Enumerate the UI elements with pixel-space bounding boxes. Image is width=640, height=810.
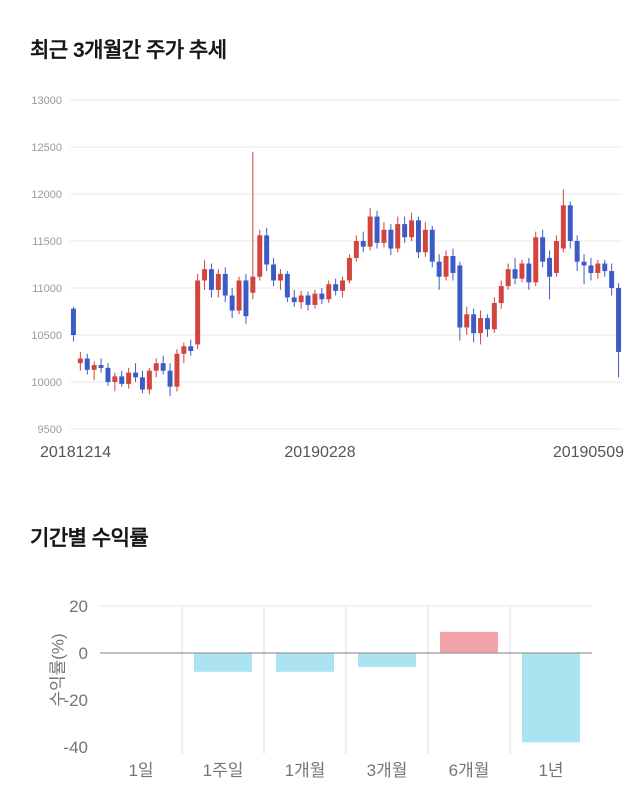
svg-text:0: 0 — [79, 644, 88, 663]
candlestick-plot: 13000 12500 12000 11500 11000 10500 10000 9500 — [31, 95, 622, 436]
svg-text:-40: -40 — [63, 738, 88, 757]
svg-text:6개월: 6개월 — [449, 761, 490, 780]
svg-text:11500: 11500 — [32, 236, 62, 248]
svg-text:1년: 1년 — [538, 761, 563, 780]
x-tick-end-date: 20190509 — [552, 444, 624, 461]
svg-text:9500: 9500 — [38, 424, 62, 436]
svg-text:12500: 12500 — [31, 142, 62, 154]
svg-text:20: 20 — [69, 597, 88, 616]
svg-text:13000: 13000 — [31, 95, 62, 107]
svg-text:11000: 11000 — [32, 283, 62, 295]
svg-text:12000: 12000 — [31, 189, 62, 201]
svg-text:10500: 10500 — [31, 330, 62, 342]
returns-bar-chart: 수익률(%) 20 0 -20 -40 1일 1주일 1개월 3개월 6개월 1년 — [0, 596, 640, 796]
x-tick-mid-date: 20190228 — [284, 444, 356, 461]
svg-text:1일: 1일 — [128, 761, 153, 780]
svg-text:-20: -20 — [63, 691, 88, 710]
svg-text:1개월: 1개월 — [285, 761, 326, 780]
svg-text:1주일: 1주일 — [203, 761, 244, 780]
candlestick-x-axis: 20181214 20190228 20190509 — [0, 444, 640, 466]
x-tick-start-date: 20181214 — [40, 444, 112, 461]
candlestick-chart: 13000 12500 12000 11500 11000 10500 10000 9500 … — [0, 88, 640, 468]
svg-text:10000: 10000 — [31, 377, 62, 389]
bar-y-axis-label: 수익률(%) — [48, 633, 68, 707]
svg-text:3개월: 3개월 — [367, 761, 408, 780]
price-trend-title: 최근 3개월간 주가 추세 — [30, 39, 227, 62]
returns-bar-plot: 20 0 -20 -40 1일 1주일 1개월 3개월 6개월 1년 — [63, 597, 592, 780]
returns-title: 기간별 수익률 — [30, 527, 149, 550]
